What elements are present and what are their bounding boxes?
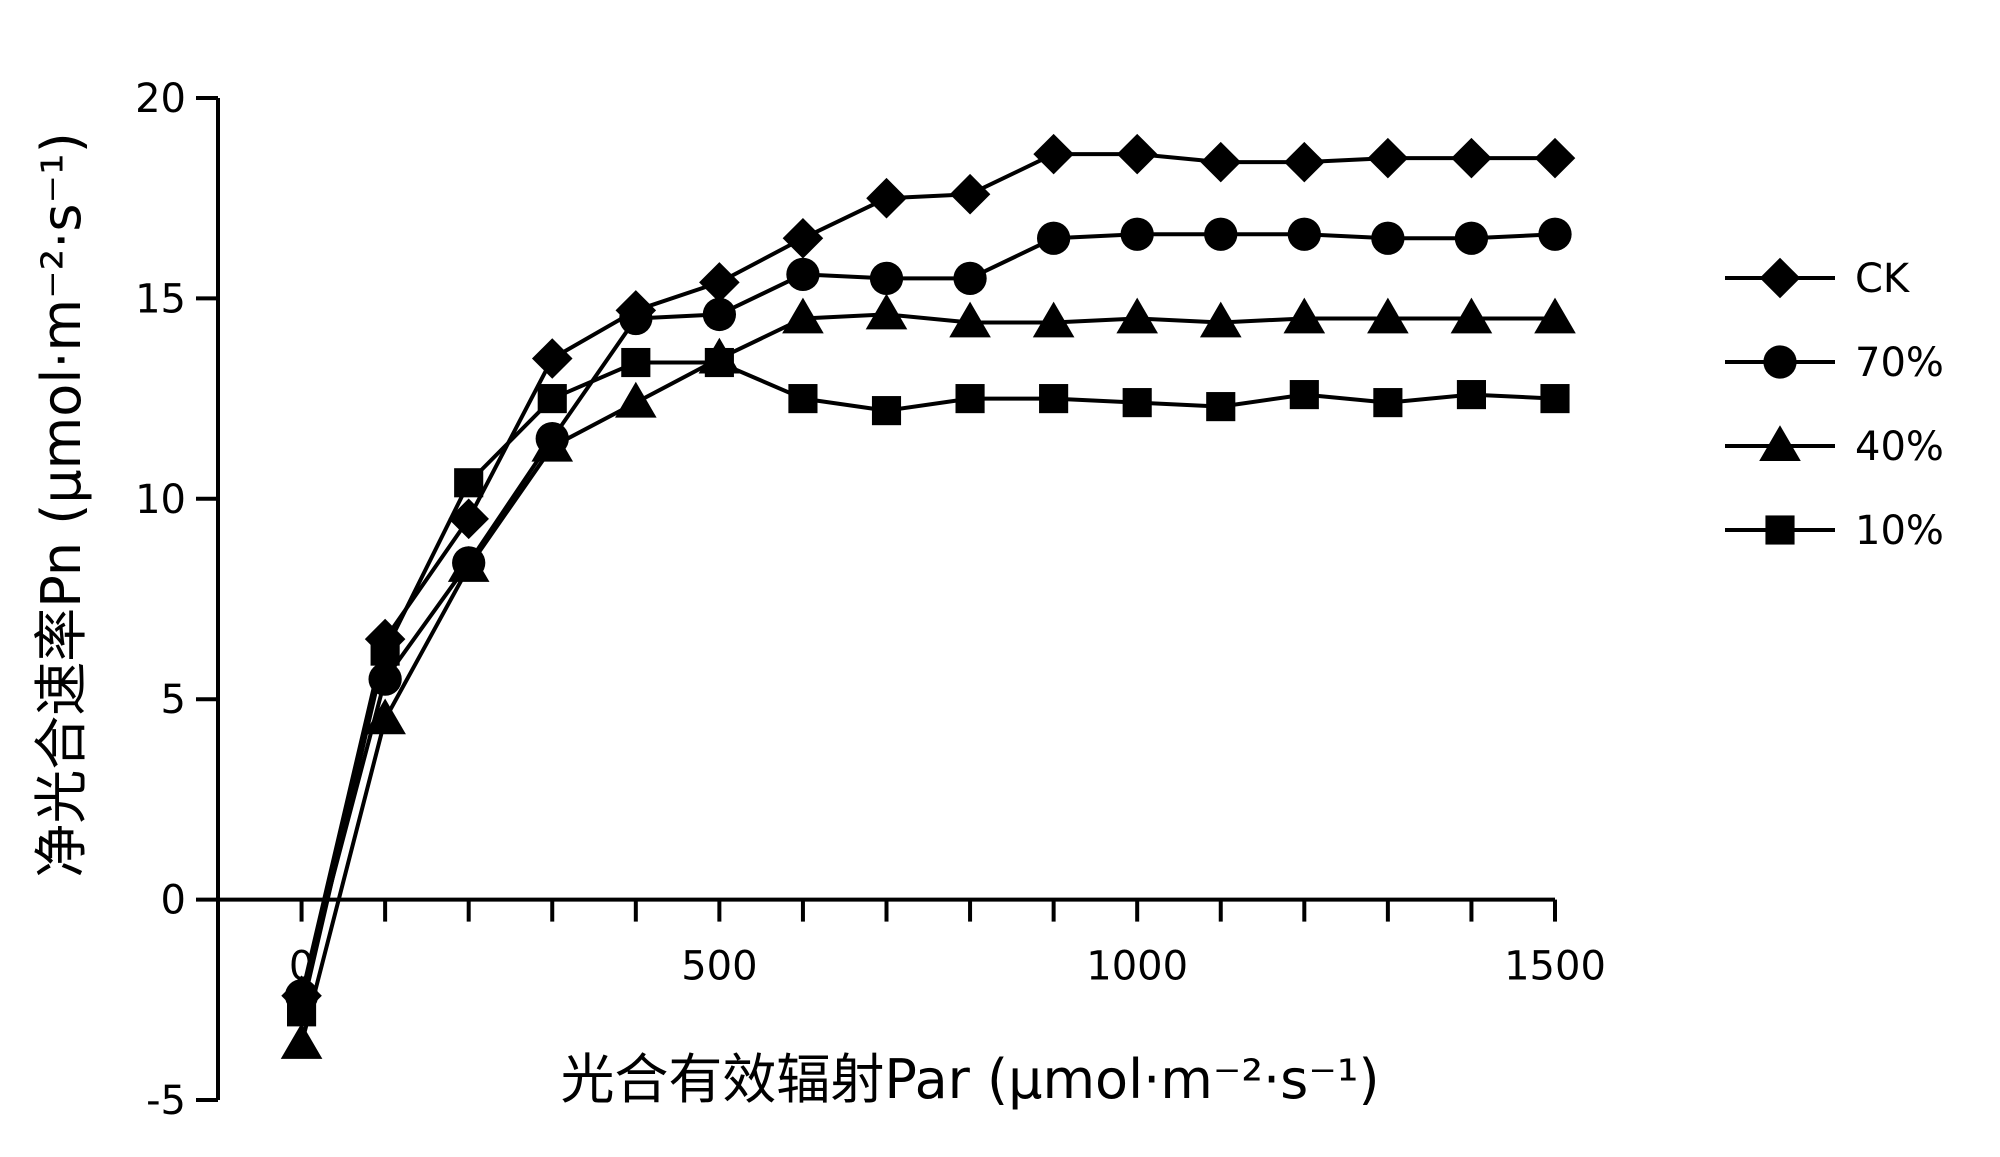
data-point <box>1289 380 1319 410</box>
y-tick-label: 20 <box>135 76 186 122</box>
data-point <box>702 297 737 332</box>
data-point <box>368 662 402 696</box>
y-tick-label: 5 <box>161 677 186 723</box>
data-point <box>1540 384 1570 414</box>
data-point <box>786 257 820 291</box>
data-point <box>1122 388 1152 418</box>
data-point <box>788 384 818 414</box>
data-point <box>1456 380 1486 410</box>
data-point <box>280 1023 323 1059</box>
data-point <box>1287 217 1321 251</box>
data-point <box>1204 217 1238 251</box>
legend-marker <box>1763 345 1797 379</box>
data-point <box>1283 297 1326 334</box>
data-point <box>869 261 904 295</box>
data-point <box>871 396 902 426</box>
data-point <box>531 338 573 379</box>
legend-marker <box>1759 257 1801 299</box>
series-line <box>299 232 1556 997</box>
data-point <box>1367 297 1409 334</box>
data-point <box>1450 297 1493 334</box>
data-point <box>1534 137 1576 179</box>
data-point <box>953 261 987 295</box>
legend-label: 10% <box>1855 508 1944 554</box>
data-point <box>955 384 985 414</box>
data-point <box>1120 217 1154 251</box>
data-point <box>1032 301 1075 338</box>
data-point <box>537 384 567 414</box>
x-tick-label: 500 <box>681 944 757 990</box>
legend: CK 70% 40% 10% <box>1725 256 1944 554</box>
data-point <box>1200 141 1242 183</box>
y-tick-label: 10 <box>135 477 186 523</box>
series-group <box>280 133 1576 1059</box>
x-tick-label: 1000 <box>1086 944 1188 990</box>
data-point <box>1284 141 1325 183</box>
data-point <box>1534 297 1576 334</box>
data-point <box>1371 221 1405 255</box>
legend-label: CK <box>1855 256 1911 302</box>
legend-marker <box>1759 425 1801 461</box>
data-point <box>448 498 489 540</box>
data-point <box>1039 384 1069 414</box>
series-3 <box>287 347 1570 1027</box>
data-point <box>865 293 908 330</box>
data-point <box>1373 388 1403 418</box>
data-point <box>531 425 574 462</box>
data-point <box>621 347 651 378</box>
x-tick-label: 1500 <box>1504 944 1606 990</box>
legend-item: CK <box>1725 256 1911 302</box>
data-point <box>454 468 484 498</box>
series-1 <box>284 217 1572 1013</box>
series-line <box>299 312 1555 1045</box>
legend-item: 40% <box>1725 424 1944 470</box>
data-point <box>949 301 991 338</box>
data-point <box>1206 392 1236 422</box>
data-point <box>447 546 490 582</box>
data-point <box>364 698 406 735</box>
data-point <box>1454 221 1489 255</box>
data-point <box>699 262 740 303</box>
data-point <box>782 297 824 334</box>
legend-label: 40% <box>1855 424 1944 470</box>
legend-item: 10% <box>1725 508 1944 554</box>
legend-label: 70% <box>1855 340 1944 386</box>
series-line <box>299 152 1555 997</box>
data-point <box>1036 221 1071 255</box>
y-tick-label: 0 <box>161 878 186 924</box>
data-point <box>1116 133 1158 175</box>
data-point <box>1116 297 1158 334</box>
y-tick-label: -5 <box>146 1078 186 1124</box>
data-point <box>287 997 317 1027</box>
legend-item: 70% <box>1725 340 1944 386</box>
y-tick-label: 15 <box>135 276 186 322</box>
series-2 <box>280 293 1576 1059</box>
data-point <box>1538 217 1572 251</box>
data-point <box>1451 137 1492 179</box>
data-point <box>1367 137 1409 179</box>
legend-marker <box>1765 515 1795 545</box>
data-point <box>615 381 657 418</box>
data-point <box>782 218 824 259</box>
data-point <box>866 177 907 219</box>
data-point <box>619 301 653 336</box>
data-point <box>1199 301 1242 338</box>
data-point <box>1033 133 1074 175</box>
data-point <box>949 173 991 215</box>
data-point <box>370 636 400 666</box>
y-axis-title: 净光合速率Pn (μmol·m⁻²·s⁻¹) <box>30 132 93 878</box>
x-axis-title: 光合有效辐射Par (μmol·m⁻²·s⁻¹) <box>560 1048 1379 1111</box>
series-line <box>299 360 1556 1013</box>
data-point <box>704 347 734 378</box>
